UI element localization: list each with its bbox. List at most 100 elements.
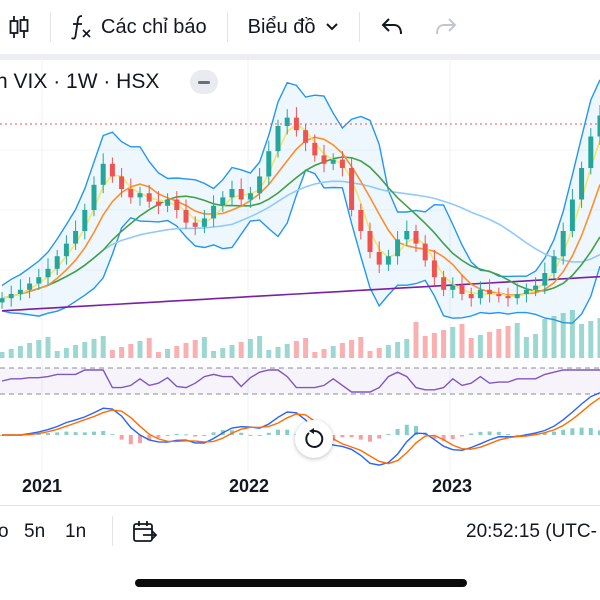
candlestick-series [0, 105, 600, 309]
goto-date-icon[interactable] [132, 519, 158, 545]
range-button-1n[interactable]: 1n [65, 521, 87, 542]
macd-histogram-bar [257, 435, 262, 436]
volume-bar [349, 340, 355, 358]
moving-average-50 [1, 156, 600, 299]
volume-bar [487, 332, 493, 358]
macd-histogram-bar [55, 432, 60, 435]
volume-bar [82, 342, 88, 358]
candlestick-icon [9, 16, 29, 38]
candle-body [330, 159, 336, 164]
macd-histogram-bar [432, 435, 437, 439]
candle-body [0, 298, 5, 303]
macd-histogram-bar [276, 429, 280, 435]
candle-body [395, 239, 401, 257]
volume-bar [27, 343, 33, 358]
volume-bar [155, 352, 161, 358]
rsi-line [1, 369, 600, 393]
macd-histogram-bar [349, 435, 354, 438]
volume-bar [441, 330, 447, 358]
macd-histogram-bar [588, 428, 593, 435]
volume-bar [395, 342, 401, 358]
macd-histogram-bar [340, 435, 345, 438]
candle-body [128, 189, 134, 198]
volume-bar [597, 318, 600, 358]
volume-bar [73, 345, 79, 358]
macd-histogram-bar [239, 432, 244, 435]
toolbar-divider [0, 54, 600, 60]
candle-body [247, 193, 253, 200]
volume-bar [330, 346, 336, 358]
chart-clock[interactable]: 20:52:15 (UTC- [466, 521, 597, 542]
moving-average-10 [1, 123, 600, 299]
candle-body [431, 260, 437, 278]
volume-bar [459, 324, 465, 358]
candle-body [238, 189, 244, 200]
macd-histogram-bar [414, 425, 418, 435]
volume-bar [100, 336, 106, 358]
candle-body [579, 168, 585, 200]
macd-histogram-bar [119, 435, 124, 440]
volume-bar [229, 345, 235, 358]
macd-histogram-bar [165, 435, 170, 436]
candle-body [588, 136, 594, 168]
moving-average-long [1, 275, 600, 312]
macd-histogram-bar [285, 429, 290, 435]
candle-body [385, 256, 391, 265]
candle-body [404, 231, 410, 240]
symbol-title[interactable]: n VIX · 1W · HSX [0, 70, 160, 93]
macd-histogram-bar [368, 435, 372, 442]
macd-histogram-bar [377, 435, 382, 439]
candle-style-button[interactable] [0, 0, 38, 54]
volume-bar [496, 329, 502, 358]
volume-bar [551, 316, 557, 358]
candle-body [477, 289, 483, 299]
macd-histogram-bar [441, 435, 446, 441]
volume-bar [367, 351, 373, 358]
toolbar-separator [50, 12, 51, 42]
macd-histogram-bar [110, 434, 115, 436]
undo-button[interactable] [380, 0, 404, 54]
volume-bar [137, 341, 143, 358]
candle-body [119, 176, 125, 189]
toolbar-separator [359, 12, 361, 42]
volume-bar [63, 348, 69, 358]
macd-histogram-bar [46, 433, 50, 435]
volume-bar [579, 324, 585, 358]
candle-body [533, 285, 539, 290]
collapse-legend-button[interactable] [190, 70, 218, 94]
range-button-5n[interactable]: 5n [24, 521, 46, 542]
range-button-partial[interactable]: o [0, 521, 9, 542]
volume-bar [201, 337, 207, 358]
price-chart[interactable] [0, 60, 600, 472]
candle-body [174, 199, 180, 210]
macd-histogram-bar [128, 435, 133, 445]
candle-body [542, 273, 548, 286]
volume-bar [293, 341, 299, 358]
chart-type-button[interactable]: Biểu đồ [248, 0, 340, 54]
volume-bar [523, 337, 529, 358]
chart-type-label: Biểu đồ [247, 15, 316, 38]
candle-body [17, 289, 23, 294]
volume-bar [128, 344, 134, 358]
candle-body [284, 117, 290, 126]
volume-bar [119, 347, 125, 358]
indicators-button[interactable]: Các chỉ báo [69, 0, 207, 54]
macd-histogram-bar [266, 432, 271, 435]
candle-body [82, 210, 88, 231]
candle-body [358, 210, 364, 231]
macd-histogram-bar [561, 429, 566, 435]
volume-bar [339, 343, 345, 358]
macd-histogram-bar [36, 433, 41, 435]
candle-body [551, 256, 557, 273]
macd-histogram-bar [450, 435, 455, 440]
chart-grid [0, 60, 600, 472]
macd-histogram-bar [542, 432, 547, 435]
candle-body [505, 296, 511, 299]
volume-bar [0, 352, 5, 358]
macd-line [2, 392, 600, 466]
volume-bar [211, 351, 217, 358]
redo-button[interactable] [434, 0, 458, 54]
macd-histogram-bar [156, 435, 161, 438]
reset-chart-button[interactable] [295, 420, 333, 458]
candle-body [441, 277, 447, 290]
